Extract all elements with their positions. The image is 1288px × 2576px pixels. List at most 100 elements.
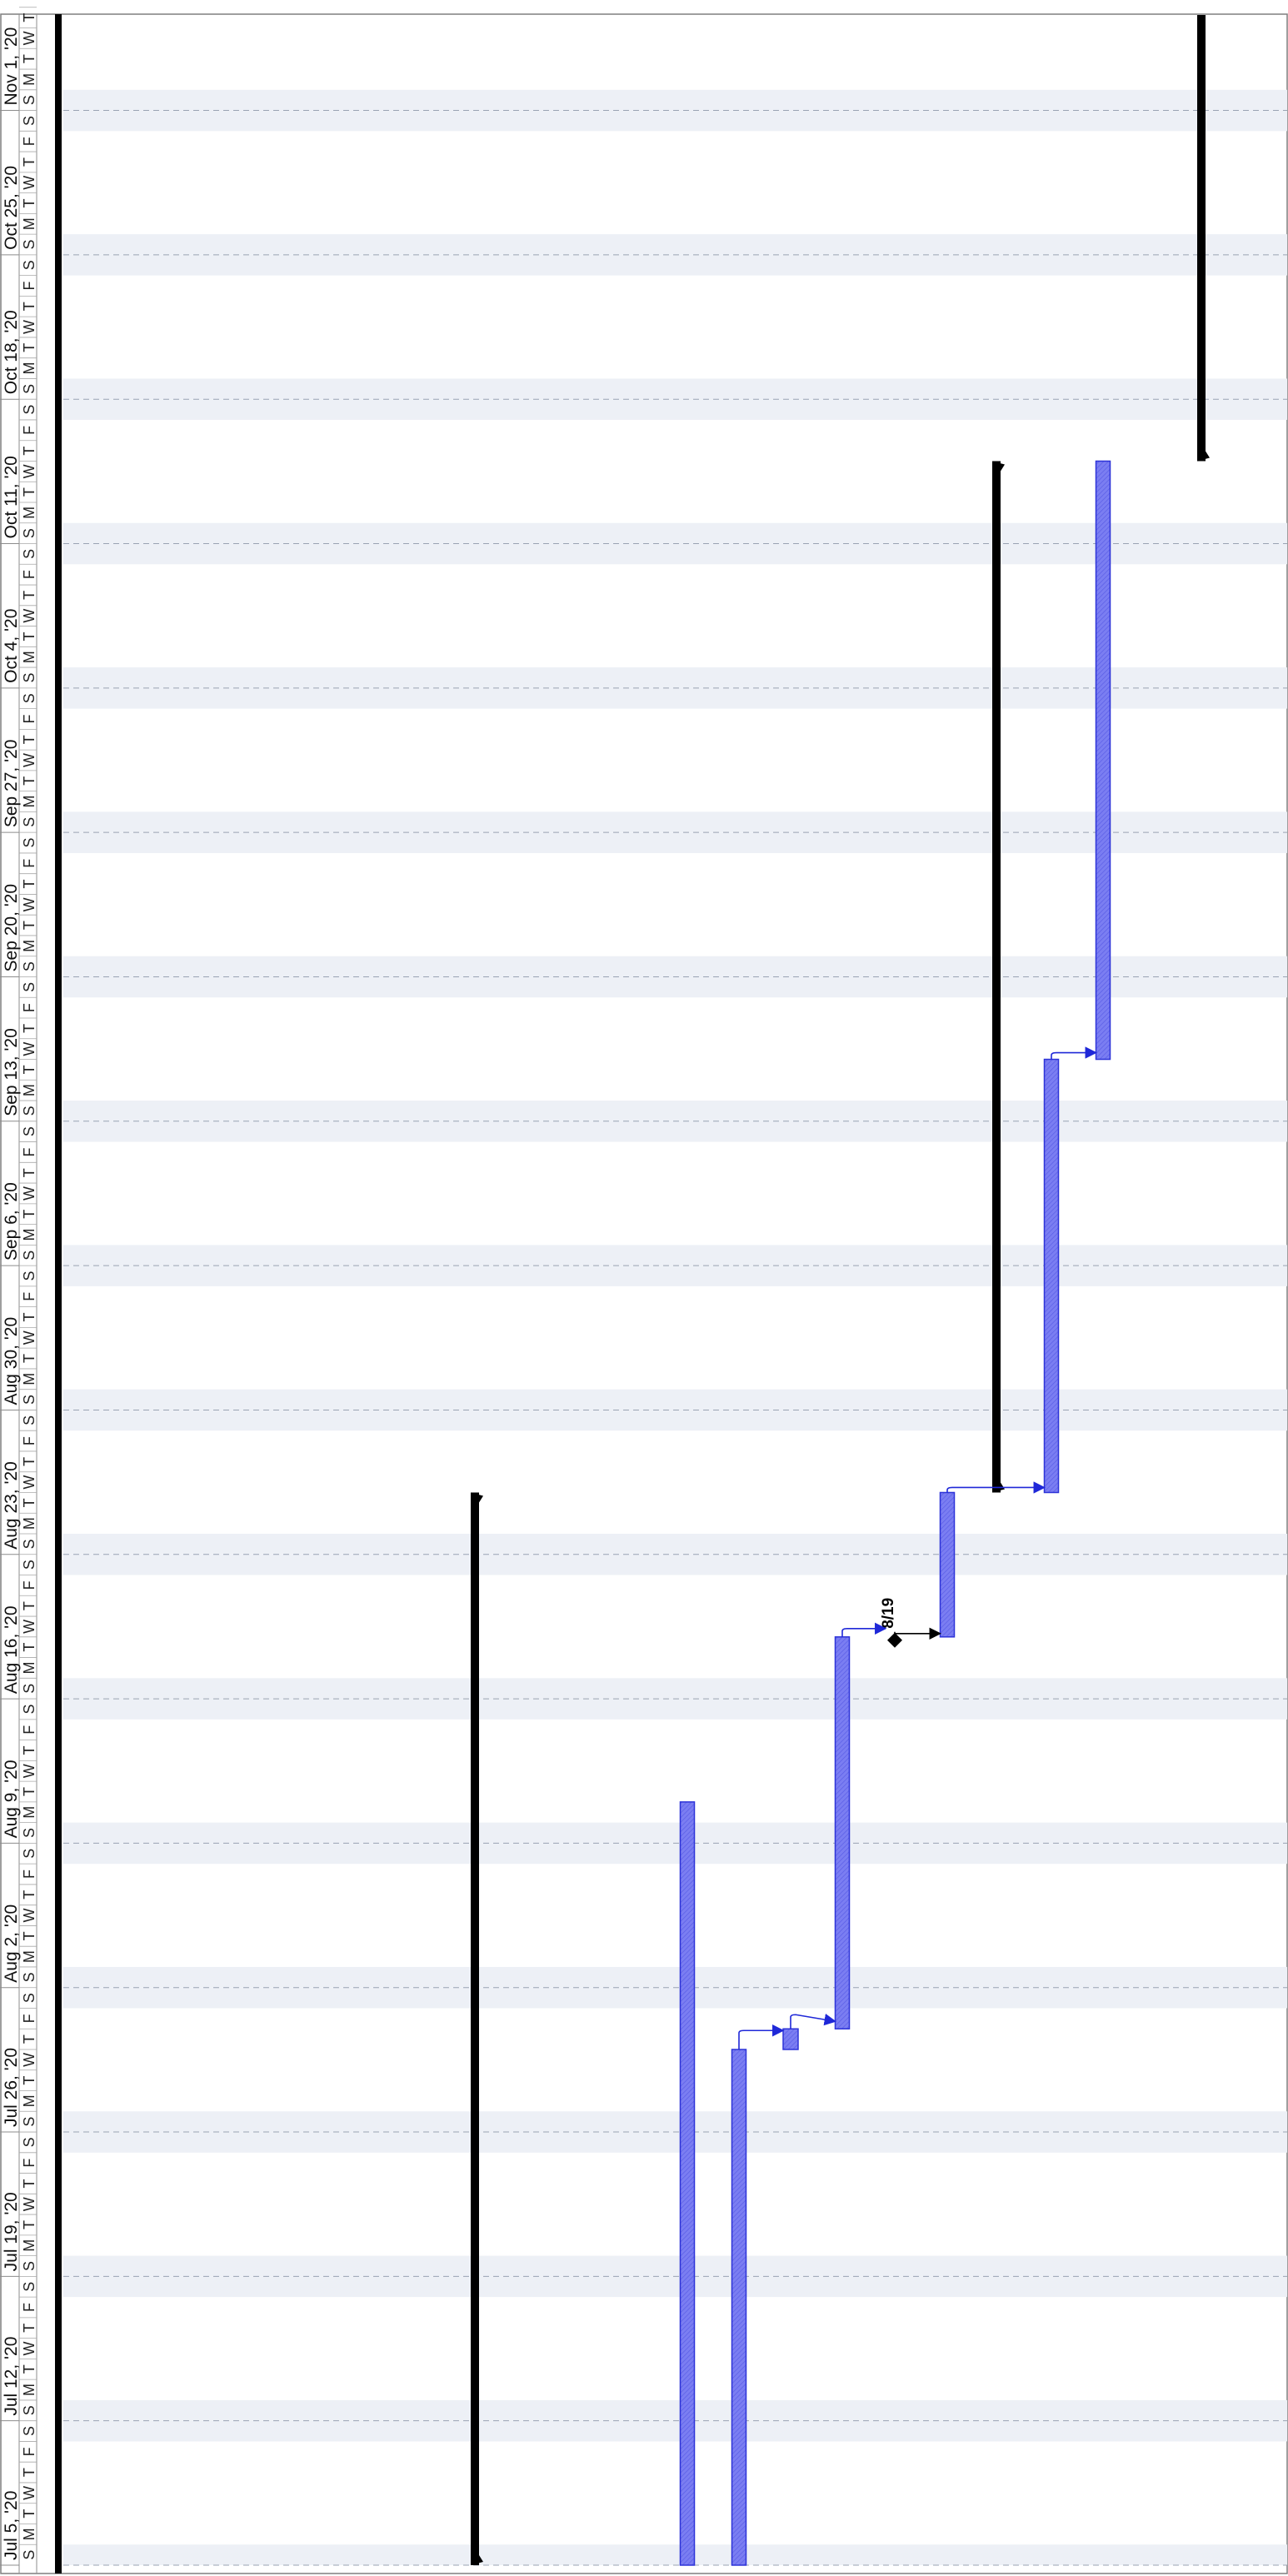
day-letter: S bbox=[21, 1560, 37, 1570]
day-letter: W bbox=[21, 320, 37, 334]
summary-start-cap bbox=[471, 2555, 483, 2565]
day-letter: W bbox=[21, 1042, 37, 1056]
week-label: Aug 30, '20 bbox=[2, 1317, 21, 1405]
weekend-band bbox=[63, 2399, 1287, 2421]
day-letter: S bbox=[21, 817, 37, 827]
day-letter: S bbox=[21, 961, 37, 971]
day-letter: S bbox=[21, 528, 37, 538]
day-letter: T bbox=[21, 1065, 37, 1074]
milestone-diamond bbox=[887, 1632, 902, 1648]
summary-bar bbox=[992, 461, 1001, 1493]
day-letter: T bbox=[21, 1210, 37, 1219]
milestone-label: 8/19 bbox=[880, 1598, 897, 1629]
dependency-link bbox=[894, 1627, 941, 1640]
weekend-band bbox=[63, 1843, 1287, 1865]
week-label: Sep 27, '20 bbox=[2, 740, 21, 828]
week-label: Sep 13, '20 bbox=[2, 1028, 21, 1116]
day-letter: F bbox=[21, 859, 37, 868]
day-letter: M bbox=[21, 2384, 37, 2396]
day-letter: T bbox=[21, 1313, 37, 1322]
day-letter: W bbox=[21, 1475, 37, 1490]
day-letter: S bbox=[21, 405, 37, 415]
day-letter: M bbox=[21, 796, 37, 808]
summary-end-cap bbox=[471, 1492, 483, 1503]
summary-bar bbox=[1197, 15, 1206, 462]
weekend-band bbox=[63, 254, 1287, 276]
day-letter: W bbox=[21, 1620, 37, 1634]
day-letter: S bbox=[21, 95, 37, 105]
day-letter: M bbox=[21, 1373, 37, 1385]
task-bar bbox=[679, 1801, 696, 2566]
task-bar bbox=[731, 2049, 747, 2566]
day-letter: W bbox=[21, 1764, 37, 1778]
day-letter: S bbox=[21, 2405, 37, 2415]
day-letter: M bbox=[21, 1950, 37, 1963]
day-letter: W bbox=[21, 2197, 37, 2211]
day-letter: S bbox=[21, 1126, 37, 1136]
week-label: Oct 11, '20 bbox=[2, 456, 21, 538]
week-label: Jul 19, '20 bbox=[2, 2192, 21, 2271]
weekend-band bbox=[63, 1822, 1287, 1844]
day-letter: F bbox=[21, 282, 37, 291]
day-letter: M bbox=[21, 507, 37, 519]
day-letter: S bbox=[21, 2117, 37, 2127]
day-letter: W bbox=[21, 2342, 37, 2356]
weekend-band bbox=[63, 1101, 1287, 1121]
weekend-band bbox=[63, 667, 1287, 688]
day-letter: S bbox=[21, 982, 37, 992]
day-letter: M bbox=[21, 2528, 37, 2540]
summary-start-cap bbox=[1197, 451, 1210, 462]
week-label: Aug 2, '20 bbox=[2, 1905, 21, 1983]
week-label: Aug 23, '20 bbox=[2, 1461, 21, 1550]
day-letter: S bbox=[21, 1972, 37, 1982]
day-letter: S bbox=[21, 672, 37, 682]
day-letter: W bbox=[21, 464, 37, 478]
day-letter: T bbox=[21, 13, 37, 22]
week-label: Jul 5, '20 bbox=[2, 2491, 21, 2560]
day-letter: T bbox=[21, 198, 37, 207]
day-letter: F bbox=[21, 1580, 37, 1590]
day-letter: T bbox=[21, 54, 37, 63]
dependency-link bbox=[738, 2024, 785, 2049]
day-letter: T bbox=[21, 1787, 37, 1796]
task-bar bbox=[834, 1636, 851, 2029]
day-letter: F bbox=[21, 1003, 37, 1012]
day-letter: T bbox=[21, 880, 37, 889]
day-letter: T bbox=[21, 2364, 37, 2374]
weekend-band bbox=[63, 1699, 1287, 1720]
day-letter: F bbox=[21, 1147, 37, 1156]
task-bar bbox=[1043, 1058, 1060, 1494]
day-letter: T bbox=[21, 1931, 37, 1940]
weekend-band bbox=[63, 1987, 1287, 2009]
weekend-band bbox=[63, 2544, 1287, 2565]
day-letter: S bbox=[21, 1415, 37, 1425]
day-letter: T bbox=[21, 1745, 37, 1755]
day-letter: T bbox=[21, 1354, 37, 1363]
day-letter: S bbox=[21, 239, 37, 249]
dependency-link bbox=[790, 2013, 836, 2029]
weekend-band bbox=[63, 2132, 1287, 2153]
day-letter: W bbox=[21, 1186, 37, 1201]
day-letter: M bbox=[21, 1228, 37, 1241]
day-letter: S bbox=[21, 2282, 37, 2292]
weekend-band bbox=[63, 1554, 1287, 1575]
day-letter: W bbox=[21, 2486, 37, 2500]
day-letter: M bbox=[21, 1084, 37, 1096]
task-bar bbox=[939, 1491, 956, 1638]
day-letter: T bbox=[21, 1024, 37, 1033]
task-bar bbox=[782, 2028, 799, 2050]
weekend-band bbox=[63, 956, 1287, 977]
day-letter: S bbox=[21, 260, 37, 270]
day-letter: M bbox=[21, 940, 37, 952]
week-label: Sep 6, '20 bbox=[2, 1182, 21, 1261]
week-label: Jul 26, '20 bbox=[2, 2048, 21, 2127]
chart-frame bbox=[0, 13, 1288, 2574]
day-letter: F bbox=[21, 2014, 37, 2023]
week-label: Oct 25, '20 bbox=[2, 166, 21, 250]
weekend-band bbox=[63, 543, 1287, 565]
day-letter: F bbox=[21, 2303, 37, 2312]
day-letter: T bbox=[21, 487, 37, 497]
week-label: Oct 4, '20 bbox=[2, 609, 21, 683]
